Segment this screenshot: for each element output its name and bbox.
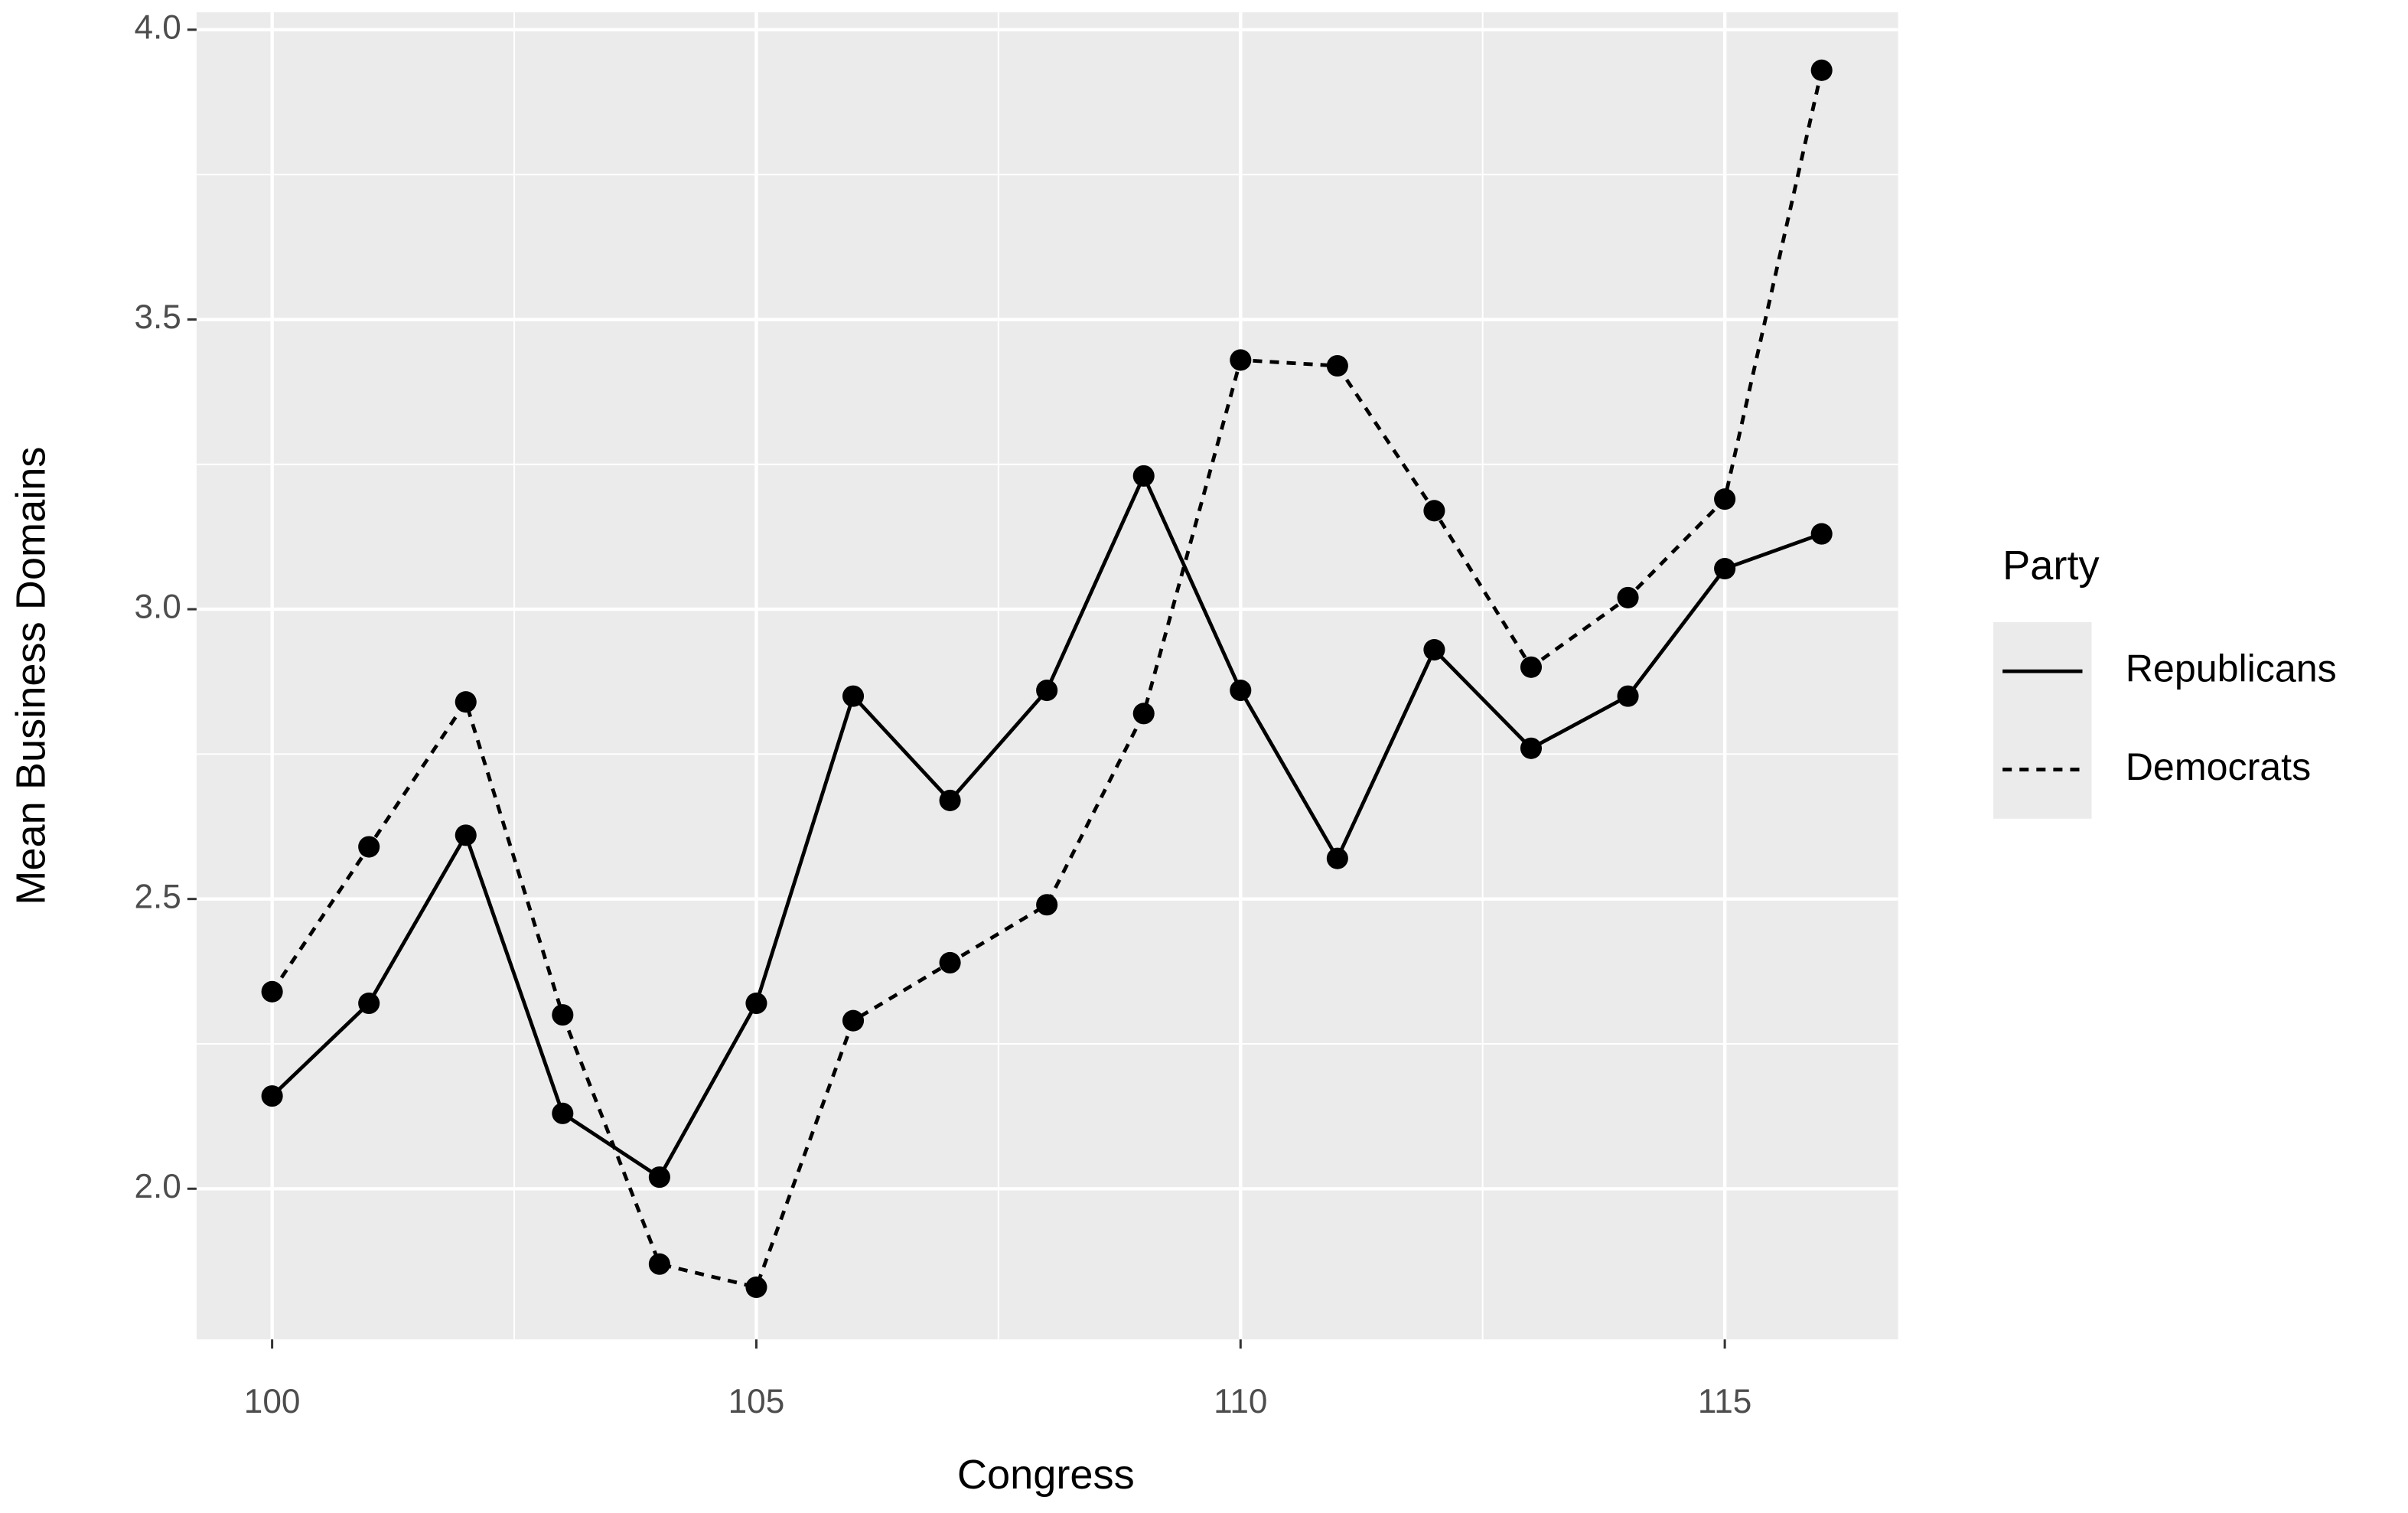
- data-point: [1714, 488, 1736, 510]
- data-point: [648, 1253, 670, 1275]
- data-point: [1617, 685, 1639, 707]
- data-point: [552, 1004, 574, 1026]
- data-point: [1810, 523, 1833, 545]
- data-point: [1132, 465, 1155, 487]
- x-tick-label: 115: [1698, 1383, 1751, 1420]
- data-point: [648, 1166, 670, 1189]
- data-point: [1520, 737, 1543, 759]
- data-point: [1617, 586, 1639, 608]
- data-point: [842, 1009, 865, 1032]
- data-point: [261, 1085, 283, 1107]
- x-tick-label: 100: [244, 1383, 301, 1420]
- data-point: [261, 980, 283, 1003]
- legend-key-background: [1993, 621, 2092, 819]
- legend-title: Party: [2002, 543, 2099, 589]
- plot-panel: [196, 12, 1898, 1340]
- x-tick-label: 110: [1214, 1383, 1267, 1420]
- y-tick-label: 2.5: [134, 878, 181, 915]
- data-point: [552, 1102, 574, 1124]
- data-point: [1036, 894, 1058, 916]
- data-point: [1036, 680, 1058, 702]
- data-point: [358, 992, 380, 1015]
- data-point: [1326, 847, 1348, 869]
- y-tick-label: 3.0: [134, 589, 181, 626]
- data-point: [745, 992, 767, 1015]
- data-point: [1230, 349, 1252, 371]
- y-tick-label: 2.0: [134, 1168, 181, 1205]
- data-point: [1423, 500, 1445, 522]
- x-tick-label: 105: [728, 1383, 785, 1420]
- data-point: [455, 691, 477, 713]
- data-point: [455, 824, 477, 846]
- data-point: [1714, 557, 1736, 580]
- y-tick-label: 4.0: [134, 8, 181, 46]
- data-point: [1423, 639, 1445, 661]
- data-point: [939, 789, 961, 811]
- legend-label: Democrats: [2126, 745, 2311, 788]
- x-axis-title: Congress: [957, 1452, 1135, 1498]
- legend-label: Republicans: [2126, 647, 2337, 690]
- data-point: [1810, 59, 1833, 81]
- data-point: [939, 951, 961, 974]
- data-point: [358, 836, 380, 858]
- data-point: [745, 1276, 767, 1299]
- data-point: [1230, 680, 1252, 702]
- data-point: [1326, 354, 1348, 377]
- data-point: [1520, 656, 1543, 678]
- data-point: [842, 685, 865, 707]
- y-axis-title: Mean Business Domains: [8, 447, 54, 905]
- y-tick-label: 3.5: [134, 298, 181, 336]
- data-point: [1132, 703, 1155, 725]
